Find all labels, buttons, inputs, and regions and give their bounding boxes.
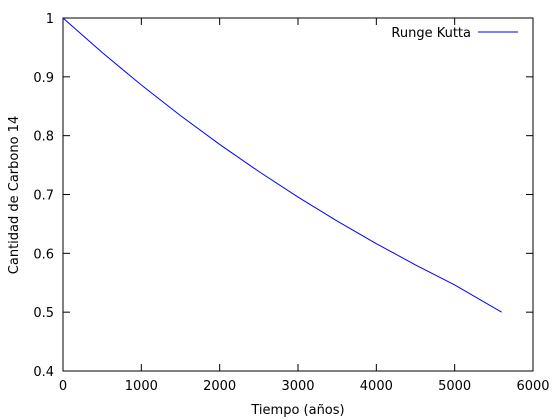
x-axis-ticks: 0 1000 2000 3000 4000 5000 6000 bbox=[59, 18, 550, 394]
x-tick-label: 2000 bbox=[203, 379, 236, 394]
x-tick-label: 6000 bbox=[516, 379, 549, 394]
series-line-runge-kutta bbox=[62, 17, 502, 313]
y-tick-label: 0.5 bbox=[33, 306, 54, 321]
y-tick-label: 0.6 bbox=[33, 247, 54, 262]
x-tick-label: 1000 bbox=[125, 379, 158, 394]
y-tick-label: 0.9 bbox=[33, 71, 54, 86]
x-axis-label: Tiempo (años) bbox=[250, 403, 344, 418]
legend-label-runge-kutta: Runge Kutta bbox=[391, 26, 471, 41]
x-tick-label: 0 bbox=[59, 379, 67, 394]
y-tick-label: 0.7 bbox=[33, 189, 54, 204]
y-tick-label: 0.8 bbox=[33, 130, 54, 145]
series-layer bbox=[62, 17, 502, 313]
legend: Runge Kutta bbox=[391, 26, 518, 41]
x-tick-label: 5000 bbox=[438, 379, 471, 394]
x-tick-label: 4000 bbox=[360, 379, 393, 394]
y-axis-label: Cantidad de Carbono 14 bbox=[7, 116, 22, 274]
y-axis-ticks: 0.4 0.5 0.6 0.7 0.8 0.9 1 bbox=[33, 12, 533, 380]
x-tick-label: 3000 bbox=[281, 379, 314, 394]
y-tick-label: 0.4 bbox=[33, 365, 54, 380]
y-tick-label: 1 bbox=[46, 12, 54, 27]
